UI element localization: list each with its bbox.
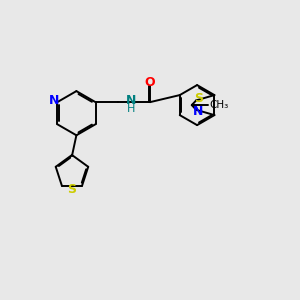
Text: S: S (194, 92, 203, 104)
Text: N: N (126, 94, 136, 107)
Text: H: H (127, 103, 135, 114)
Text: CH₃: CH₃ (210, 100, 229, 110)
Text: O: O (145, 76, 155, 89)
Text: N: N (193, 105, 204, 118)
Text: N: N (49, 94, 59, 107)
Text: S: S (68, 183, 76, 196)
